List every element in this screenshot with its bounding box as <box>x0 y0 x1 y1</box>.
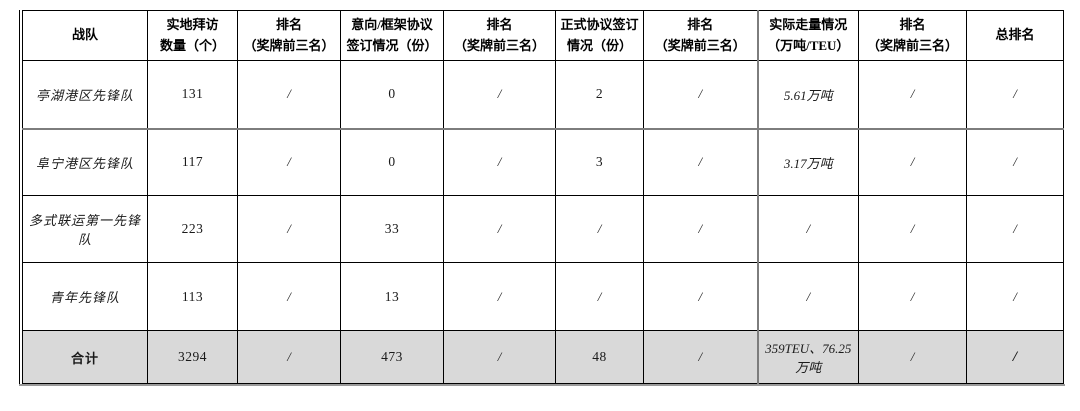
total-value-cell: 3294 <box>147 330 238 384</box>
header-line: 排名 <box>486 17 513 33</box>
value-cell: / <box>643 262 758 331</box>
header-line: 排名 <box>899 17 926 33</box>
value-cell: 0 <box>340 128 444 196</box>
header-cell: 实地拜访数量（个） <box>147 10 238 61</box>
value-cell: / <box>966 128 1064 196</box>
total-value-cell: / <box>966 330 1064 384</box>
value-cell: / <box>237 195 341 263</box>
table-header: 战队 实地拜访数量（个） 排名 （奖牌前三名） 意向/框架协议 签订情况（份） 排名 （奖牌前… <box>22 10 1064 61</box>
header-line: 总排名 <box>995 27 1035 43</box>
header-line: 实际走量情况 <box>769 17 848 33</box>
total-value-cell: 359TEU、76.25万吨 <box>756 330 859 384</box>
value-cell: / <box>643 60 758 130</box>
value-cell: / <box>756 262 859 331</box>
total-value-cell: / <box>443 330 556 384</box>
team-name-cell: 亭湖港区先锋队 <box>22 60 148 130</box>
value-cell: / <box>966 262 1064 331</box>
value-cell: / <box>443 128 556 196</box>
value-cell: 5.61万吨 <box>756 60 859 130</box>
value-cell: / <box>643 195 758 263</box>
value-cell: / <box>756 195 859 263</box>
header-line: （万吨/TEU） <box>767 37 850 53</box>
header-cell: 正式协议签订 情况（份） <box>555 10 644 61</box>
table-bottom-shadow <box>19 384 1065 386</box>
value-cell: / <box>966 195 1064 263</box>
table-row: 青年先锋队 113/13// / / / / <box>22 262 1064 331</box>
value-cell: 131 <box>147 60 238 130</box>
header-cell: 总排名 <box>966 10 1064 61</box>
value-cell: 13 <box>340 262 444 331</box>
total-value-cell: / <box>858 330 967 384</box>
total-row: 合计 3294/473/48/359TEU、76.25万吨 / / <box>22 330 1064 384</box>
header-line: 情况（份） <box>566 37 632 53</box>
header-line: 数量（个） <box>159 37 225 53</box>
value-cell: 3.17万吨 <box>756 128 859 196</box>
header-line: 签订情况（份） <box>346 37 438 53</box>
value-cell: / <box>237 262 341 331</box>
header-line: 意向/框架协议 <box>351 17 433 33</box>
value-cell: / <box>966 60 1064 130</box>
header-line: （奖牌前三名） <box>866 37 958 53</box>
value-cell: 2 <box>555 60 644 130</box>
value-cell: / <box>858 60 967 130</box>
value-cell: / <box>443 262 556 331</box>
header-line: 实地拜访 <box>166 17 219 33</box>
header-cell: 排名 （奖牌前三名） <box>237 10 341 61</box>
value-cell: / <box>237 60 341 130</box>
header-cell: 意向/框架协议 签订情况（份） <box>340 10 444 61</box>
table-row: 阜宁港区先锋队 117/0/3/3.17万吨 / / <box>22 128 1064 196</box>
total-value-cell: 473 <box>340 330 444 384</box>
header-line: 排名 <box>687 17 714 33</box>
table-row: 亭湖港区先锋队 131/0/2/5.61万吨 / / <box>22 60 1064 130</box>
value-cell: / <box>555 262 644 331</box>
header-line: 正式协议签订 <box>560 17 639 33</box>
table-body: 亭湖港区先锋队 131/0/2/5.61万吨 / / 阜宁港区先锋队 117/0/3/3.… <box>22 60 1064 384</box>
header-cell: 战队 <box>22 10 148 61</box>
total-value-cell: / <box>643 330 758 384</box>
team-name-cell: 青年先锋队 <box>22 262 148 331</box>
table-row: 多式联运第一先锋队 223/33// / / / / <box>22 195 1064 263</box>
team-name-cell: 阜宁港区先锋队 <box>22 128 148 196</box>
value-cell: / <box>858 195 967 263</box>
value-cell: 33 <box>340 195 444 263</box>
header-cell: 排名 （奖牌前三名） <box>858 10 967 61</box>
value-cell: / <box>643 128 758 196</box>
value-cell: / <box>237 128 341 196</box>
header-cell: 排名 （奖牌前三名） <box>643 10 758 61</box>
header-line: （奖牌前三名） <box>654 37 746 53</box>
value-cell: 117 <box>147 128 238 196</box>
total-label-cell: 合计 <box>22 330 148 384</box>
value-cell: / <box>443 195 556 263</box>
header-row: 战队 实地拜访数量（个） 排名 （奖牌前三名） 意向/框架协议 签订情况（份） 排名 （奖牌前… <box>22 10 1064 61</box>
total-value-cell: 48 <box>555 330 644 384</box>
value-cell: 113 <box>147 262 238 331</box>
header-line: 排名 <box>275 17 302 33</box>
table-outer-left-border <box>19 10 20 384</box>
header-line: 战队 <box>71 27 98 43</box>
results-table: 战队 实地拜访数量（个） 排名 （奖牌前三名） 意向/框架协议 签订情况（份） 排名 （奖牌前… <box>22 10 1064 384</box>
value-cell: 3 <box>555 128 644 196</box>
header-cell: 实际走量情况 （万吨/TEU） <box>756 10 859 61</box>
value-cell: / <box>555 195 644 263</box>
value-cell: 0 <box>340 60 444 130</box>
header-line: （奖牌前三名） <box>453 37 545 53</box>
total-value-cell: / <box>237 330 341 384</box>
value-cell: / <box>443 60 556 130</box>
header-cell: 排名 （奖牌前三名） <box>443 10 556 61</box>
value-cell: / <box>858 128 967 196</box>
value-cell: / <box>858 262 967 331</box>
value-cell: 223 <box>147 195 238 263</box>
header-line: （奖牌前三名） <box>243 37 335 53</box>
team-name-cell: 多式联运第一先锋队 <box>22 195 148 263</box>
